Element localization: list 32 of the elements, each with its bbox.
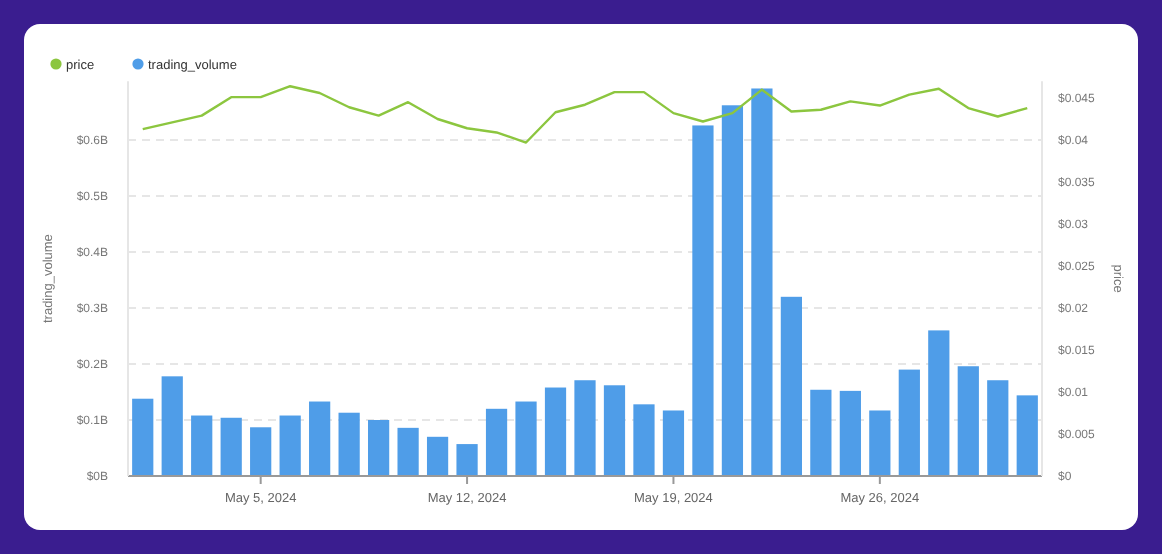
bar bbox=[220, 417, 242, 476]
bar bbox=[544, 387, 567, 476]
bar bbox=[161, 376, 183, 476]
bar bbox=[751, 88, 773, 476]
bar bbox=[633, 404, 655, 476]
bar bbox=[603, 385, 626, 476]
bar bbox=[397, 427, 419, 476]
bar bbox=[898, 369, 920, 476]
bar bbox=[426, 436, 449, 476]
bar bbox=[191, 415, 213, 476]
bar bbox=[132, 398, 154, 476]
bar bbox=[250, 427, 272, 476]
bar bbox=[869, 410, 891, 476]
bar bbox=[456, 444, 478, 476]
bar bbox=[279, 415, 301, 476]
bar bbox=[485, 408, 508, 476]
bar bbox=[721, 105, 744, 476]
bar bbox=[928, 330, 950, 476]
bar bbox=[987, 380, 1009, 476]
bar bbox=[338, 412, 360, 476]
bar bbox=[810, 389, 832, 476]
bar bbox=[368, 420, 390, 476]
bar bbox=[780, 296, 802, 476]
bar bbox=[1016, 395, 1038, 476]
line-series bbox=[141, 85, 1029, 144]
bar bbox=[574, 380, 596, 476]
bar bbox=[515, 401, 537, 476]
bar bbox=[957, 366, 979, 476]
bar bbox=[839, 390, 861, 476]
bar bbox=[309, 401, 331, 476]
bar bbox=[662, 410, 685, 476]
bar bbox=[692, 125, 714, 476]
